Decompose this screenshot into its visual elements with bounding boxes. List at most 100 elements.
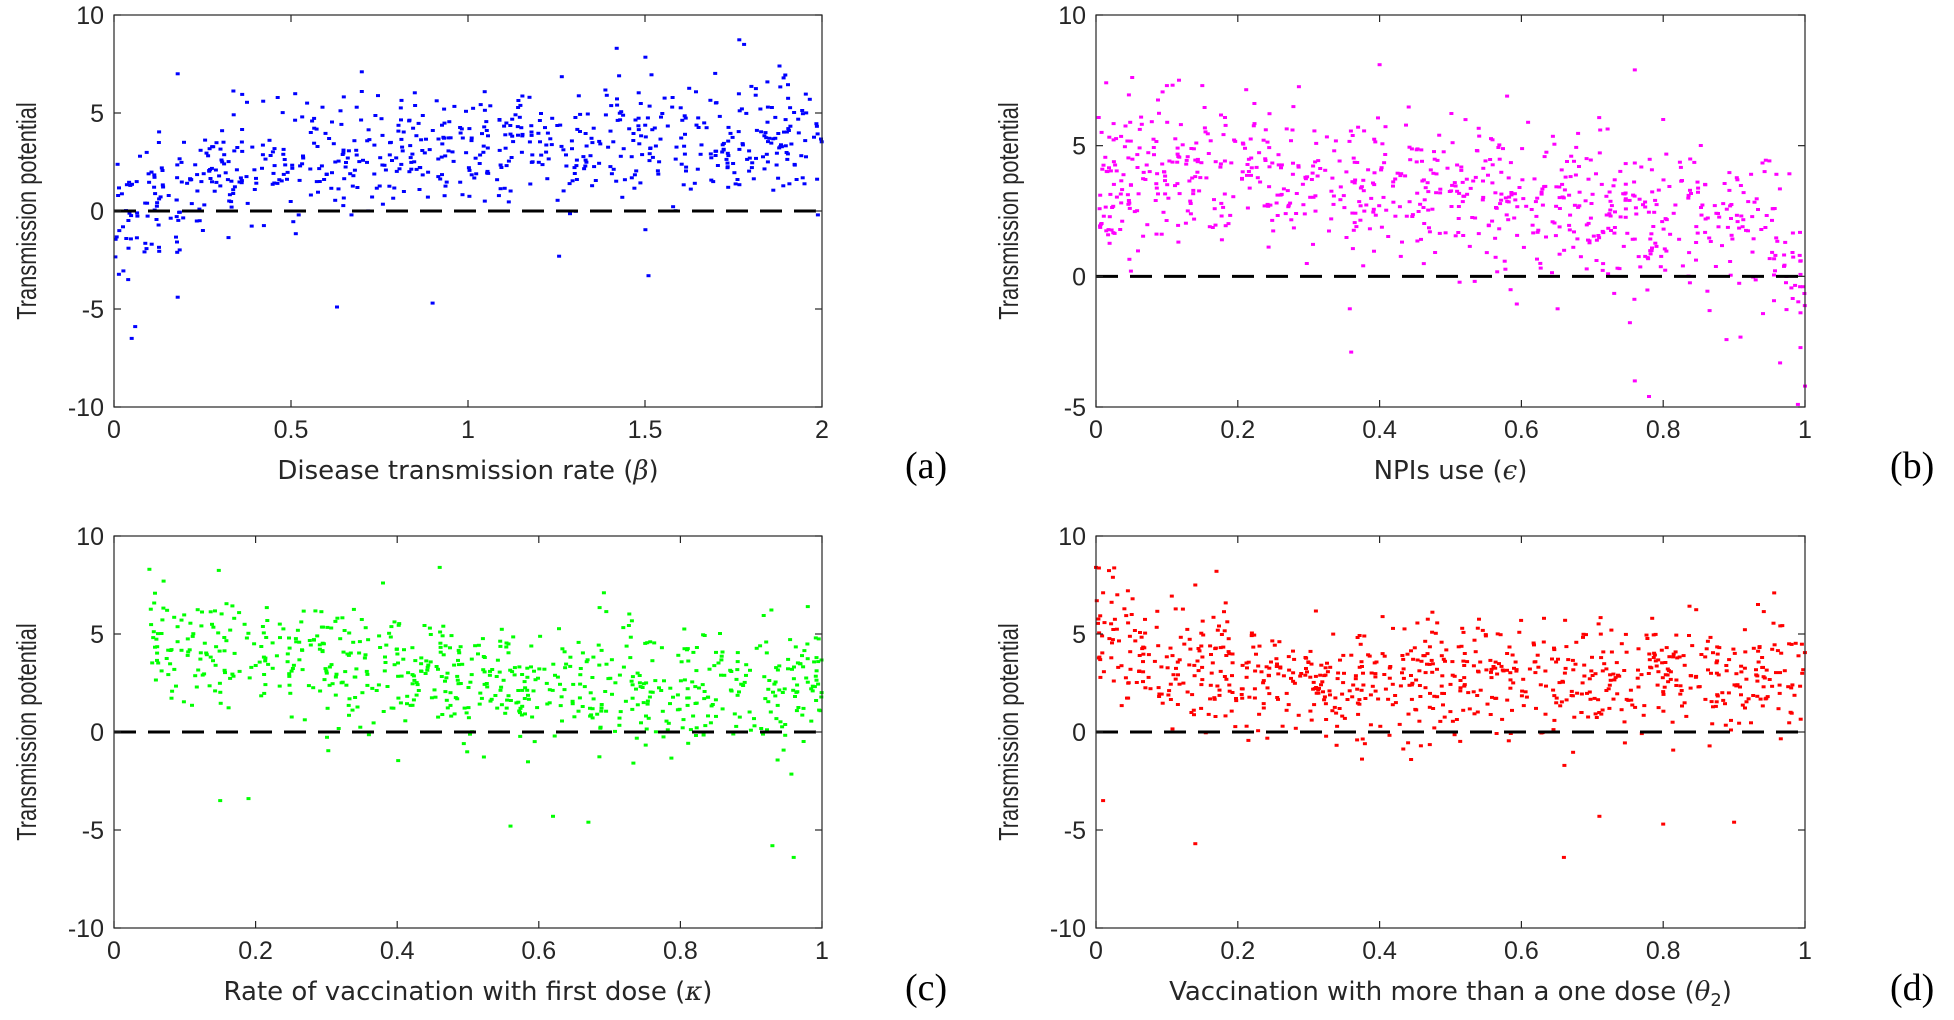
- data-point: [372, 172, 377, 176]
- data-point: [1552, 694, 1557, 698]
- data-point: [1188, 202, 1193, 205]
- data-point: [1723, 702, 1727, 706]
- data-point: [592, 165, 597, 169]
- data-point: [1159, 692, 1164, 696]
- data-point: [1554, 701, 1559, 705]
- data-point: [157, 245, 161, 249]
- data-point: [1335, 677, 1340, 681]
- data-point: [1659, 254, 1664, 258]
- data-point: [1128, 269, 1133, 273]
- data-point: [1694, 608, 1699, 612]
- data-point: [1167, 689, 1172, 693]
- data-point: [1311, 242, 1315, 246]
- data-point: [1196, 647, 1201, 650]
- data-point: [1798, 230, 1802, 234]
- data-point: [1180, 143, 1185, 147]
- data-point: [1384, 208, 1389, 212]
- data-point: [1501, 147, 1505, 151]
- data-point: [352, 168, 357, 172]
- data-point: [231, 113, 236, 117]
- data-point: [1792, 693, 1797, 697]
- data-point: [617, 673, 622, 677]
- data-point: [1173, 677, 1178, 681]
- data-point: [1756, 660, 1761, 664]
- data-point: [591, 126, 596, 130]
- data-point: [1358, 204, 1363, 208]
- data-point: [732, 712, 737, 716]
- data-point: [1653, 241, 1658, 245]
- data-point: [217, 681, 222, 685]
- data-point: [685, 648, 689, 652]
- data-point: [1588, 158, 1593, 162]
- data-point: [1524, 204, 1529, 208]
- data-point: [767, 136, 772, 140]
- data-point: [336, 727, 341, 730]
- data-point: [1790, 297, 1795, 300]
- data-point: [506, 200, 511, 204]
- data-point: [146, 172, 151, 176]
- data-point: [1612, 226, 1617, 229]
- data-point: [1798, 311, 1803, 315]
- data-point: [1575, 237, 1580, 241]
- data-point: [1562, 763, 1567, 767]
- data-point: [518, 734, 523, 738]
- data-point: [1790, 683, 1795, 687]
- data-point: [1109, 600, 1114, 604]
- data-point: [1571, 668, 1576, 672]
- data-point: [1266, 245, 1271, 249]
- data-point: [1175, 660, 1180, 664]
- data-point: [481, 150, 486, 154]
- data-point: [1267, 692, 1272, 696]
- data-point: [1126, 93, 1131, 97]
- data-point: [1100, 167, 1105, 171]
- data-point: [1671, 211, 1676, 215]
- y-tick-label: 5: [90, 100, 104, 128]
- data-point: [1311, 195, 1316, 199]
- data-point: [126, 246, 131, 250]
- data-point: [185, 637, 190, 641]
- data-point: [578, 112, 583, 116]
- data-point: [694, 734, 698, 737]
- data-point: [207, 169, 212, 172]
- data-point: [1296, 85, 1301, 89]
- data-point: [1508, 161, 1513, 165]
- data-point: [116, 194, 121, 197]
- data-point: [698, 152, 703, 156]
- data-point: [182, 613, 187, 617]
- data-point: [559, 75, 564, 79]
- data-point: [1720, 691, 1725, 695]
- data-point: [1136, 192, 1141, 196]
- data-point: [1432, 157, 1437, 161]
- data-point: [1435, 158, 1440, 162]
- data-point: [1308, 675, 1313, 679]
- data-point: [1281, 187, 1286, 191]
- data-point: [1296, 713, 1301, 717]
- data-point: [1128, 139, 1133, 143]
- data-point: [1689, 674, 1694, 678]
- data-point: [1233, 139, 1238, 143]
- data-point: [1571, 750, 1576, 754]
- data-point: [444, 698, 449, 702]
- data-point: [1240, 687, 1245, 691]
- data-point: [593, 179, 598, 182]
- data-point: [222, 153, 227, 157]
- data-point: [193, 674, 198, 678]
- data-point: [1308, 649, 1313, 653]
- data-point: [357, 640, 362, 644]
- data-point: [348, 651, 353, 655]
- data-point: [1735, 178, 1740, 182]
- data-point: [1324, 135, 1329, 139]
- data-point: [1224, 654, 1229, 657]
- data-point: [1126, 681, 1131, 685]
- data-point: [281, 147, 286, 151]
- data-point: [1791, 255, 1796, 259]
- data-point: [220, 160, 225, 164]
- data-point: [1597, 711, 1602, 714]
- data-point: [1656, 706, 1661, 710]
- data-point: [810, 684, 815, 688]
- data-point: [545, 177, 550, 181]
- data-point: [198, 657, 203, 661]
- data-point: [1357, 665, 1362, 669]
- data-point: [1461, 659, 1466, 663]
- data-point: [1749, 721, 1753, 725]
